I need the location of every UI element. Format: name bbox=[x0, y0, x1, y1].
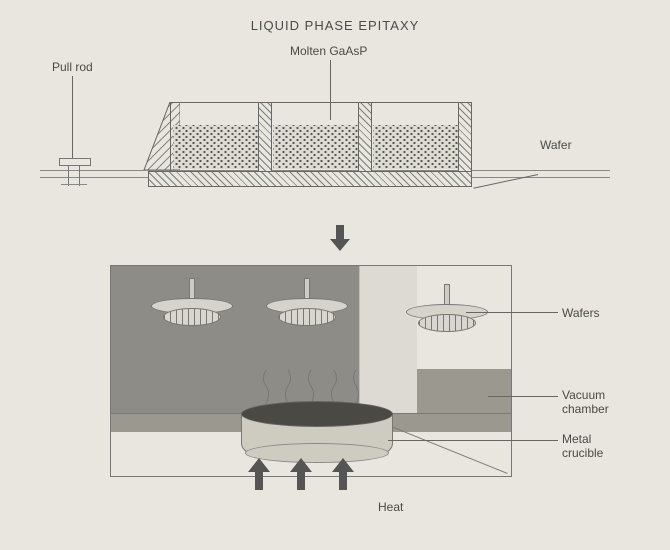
vapor-stream bbox=[329, 370, 339, 404]
label-vacuum-chamber: Vacuum chamber bbox=[562, 388, 609, 417]
leader-pull-rod bbox=[72, 76, 73, 158]
vapor-stream bbox=[351, 370, 361, 404]
boat-base-hatched bbox=[148, 171, 472, 187]
metal-crucible bbox=[241, 401, 391, 456]
melt-chamber-2 bbox=[270, 102, 372, 172]
vapor-stream bbox=[283, 370, 293, 404]
top-diagram: Pull rod Molten GaAsP Wafer bbox=[40, 90, 630, 200]
divider-wall-2 bbox=[358, 102, 372, 172]
label-heat: Heat bbox=[378, 500, 403, 514]
right-wall bbox=[458, 102, 472, 172]
diagram-title: LIQUID PHASE EPITAXY bbox=[0, 18, 670, 33]
molten-fill bbox=[173, 125, 269, 169]
molten-fill bbox=[273, 125, 369, 169]
label-wafer: Wafer bbox=[540, 138, 572, 152]
leader-crucible bbox=[388, 440, 558, 441]
label-metal-crucible: Metal crucible bbox=[562, 432, 603, 461]
vapor-stream bbox=[306, 370, 316, 404]
arrow-down-icon bbox=[330, 225, 350, 251]
label-wafers: Wafers bbox=[562, 306, 600, 320]
wafer-holder-2 bbox=[266, 278, 346, 338]
leader-molten bbox=[330, 60, 331, 120]
vapor-stream bbox=[261, 370, 271, 404]
heat-arrows bbox=[248, 490, 388, 524]
wafer-holder-1 bbox=[151, 278, 231, 338]
bottom-diagram bbox=[110, 265, 512, 477]
melt-chamber-1 bbox=[170, 102, 272, 172]
pull-rod bbox=[68, 162, 80, 186]
melt-chamber-3 bbox=[370, 102, 472, 172]
label-molten: Molten GaAsP bbox=[290, 44, 367, 58]
leader-vacuum bbox=[488, 396, 558, 397]
molten-fill bbox=[373, 125, 469, 169]
divider-wall-1 bbox=[258, 102, 272, 172]
leader-wafers bbox=[466, 312, 558, 313]
wafer-holder-3 bbox=[406, 284, 486, 344]
label-pull-rod: Pull rod bbox=[52, 60, 93, 74]
